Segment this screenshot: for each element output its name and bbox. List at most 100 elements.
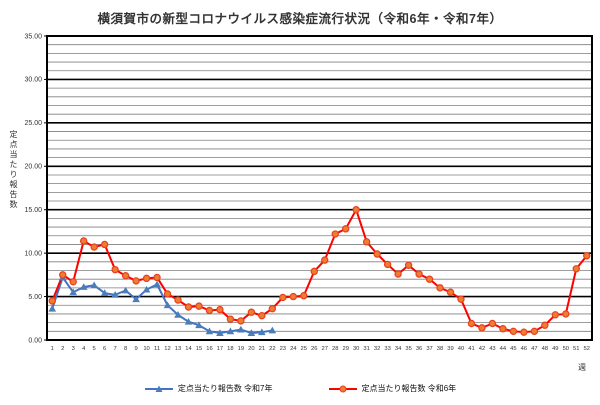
x-tick-label: 42 <box>479 346 485 352</box>
x-tick-label: 51 <box>573 346 579 352</box>
data-point-s1-w40 <box>457 295 465 303</box>
x-tick-label: 15 <box>196 346 202 352</box>
x-tick-label: 11 <box>154 346 160 352</box>
series-line-0 <box>51 276 273 335</box>
data-point-s1-w20 <box>247 308 256 316</box>
data-point-s1-w8 <box>121 272 130 280</box>
data-point-s1-w16 <box>205 306 214 315</box>
data-point-s1-w49 <box>551 311 560 319</box>
y-tick-label: 25.00 <box>24 120 42 127</box>
data-point-s1-w9 <box>132 277 140 285</box>
x-axis-label: 週 <box>578 363 586 372</box>
data-point-s0-w7 <box>111 291 119 298</box>
data-point-s0-w9 <box>132 295 140 303</box>
x-tick-label: 10 <box>143 346 149 352</box>
data-point-s1-w15 <box>195 302 203 310</box>
x-tick-label: 19 <box>238 346 244 352</box>
data-point-s1-w26 <box>310 267 318 276</box>
x-tick-label: 52 <box>584 346 590 352</box>
x-tick-label: 27 <box>322 346 328 352</box>
data-point-s1-w29 <box>342 225 350 233</box>
legend-marker-reiwa6-icon <box>328 385 357 392</box>
x-tick-label: 45 <box>510 346 516 352</box>
data-point-s1-w34 <box>394 270 402 278</box>
x-tick-label: 8 <box>124 346 127 352</box>
data-point-s1-w30 <box>352 206 360 214</box>
x-tick-label: 40 <box>458 346 464 352</box>
x-tick-label: 47 <box>531 346 537 352</box>
x-tick-label: 17 <box>217 346 223 352</box>
data-point-s1-w33 <box>383 260 392 269</box>
data-point-s1-w52 <box>583 252 591 260</box>
y-tick-label: 30.00 <box>24 77 42 84</box>
y-tick-label: 5.00 <box>28 294 42 301</box>
data-point-s0-w4 <box>79 283 88 290</box>
data-point-s0-w5 <box>90 281 98 289</box>
x-tick-label: 14 <box>185 346 192 352</box>
data-point-s1-w4 <box>79 237 88 245</box>
x-tick-label: 4 <box>82 346 86 352</box>
data-point-s1-w7 <box>111 265 119 274</box>
x-tick-label: 21 <box>259 346 265 352</box>
x-tick-label: 9 <box>134 346 137 352</box>
data-point-s0-w15 <box>195 321 203 329</box>
data-point-s0-w1 <box>48 304 57 312</box>
data-point-s1-w43 <box>488 319 497 328</box>
data-point-s1-w27 <box>321 256 329 264</box>
x-tick-label: 49 <box>552 346 558 352</box>
x-tick-label: 50 <box>563 346 569 352</box>
x-tick-label: 13 <box>175 346 181 352</box>
x-tick-label: 39 <box>447 346 453 352</box>
x-tick-label: 18 <box>227 346 233 352</box>
x-tick-label: 6 <box>103 346 106 352</box>
data-point-s0-w16 <box>205 327 214 335</box>
data-point-s1-w12 <box>163 290 172 298</box>
y-tick-label: 0.00 <box>28 337 42 344</box>
data-point-s1-w23 <box>279 293 287 302</box>
data-point-s1-w50 <box>562 310 570 318</box>
data-point-s1-w37 <box>425 275 434 283</box>
plot-border <box>46 35 593 341</box>
data-point-s0-w20 <box>247 329 256 336</box>
data-point-s1-w44 <box>499 325 507 333</box>
data-point-s1-w13 <box>174 296 182 304</box>
data-point-s1-w39 <box>446 288 455 296</box>
data-point-s1-w5 <box>90 243 98 251</box>
data-point-s1-w11 <box>153 273 161 282</box>
data-point-s1-w25 <box>300 292 308 300</box>
data-point-s1-w32 <box>373 250 381 258</box>
x-tick-label: 26 <box>311 346 317 352</box>
data-point-s1-w35 <box>404 261 413 270</box>
y-tick-label: 10.00 <box>24 250 42 257</box>
data-point-s1-w10 <box>142 274 151 283</box>
data-point-s0-w21 <box>258 328 266 336</box>
x-tick-label: 46 <box>521 346 527 352</box>
data-point-s1-w41 <box>467 319 476 328</box>
data-point-s1-w47 <box>530 327 539 336</box>
y-tick-label: 15.00 <box>24 207 42 214</box>
data-point-s0-w12 <box>163 301 172 309</box>
x-tick-label: 36 <box>416 346 422 352</box>
data-point-s1-w31 <box>362 238 371 246</box>
data-point-s1-w51 <box>572 265 580 273</box>
data-point-s0-w22 <box>268 326 277 334</box>
x-tick-label: 41 <box>468 346 474 352</box>
data-point-s1-w6 <box>100 240 109 249</box>
data-point-s1-w2 <box>59 271 67 279</box>
data-point-s1-w22 <box>268 305 277 313</box>
data-point-s1-w21 <box>258 311 266 320</box>
x-tick-label: 29 <box>342 346 348 352</box>
data-point-s1-w1 <box>48 297 56 305</box>
legend-item-reiwa6: 定点当たり報告数 令和6年 <box>328 383 456 394</box>
x-tick-label: 43 <box>489 346 495 352</box>
data-point-s0-w17 <box>216 329 224 336</box>
page-title: 横須賀市の新型コロナウイルス感染症流行状況（令和6年・令和7年） <box>97 12 503 26</box>
data-point-s1-w48 <box>541 321 549 329</box>
x-tick-label: 32 <box>374 346 380 352</box>
legend-item-reiwa7: 定点当たり報告数 令和7年 <box>144 383 273 394</box>
x-tick-label: 38 <box>437 346 443 352</box>
data-point-s0-w13 <box>174 311 182 318</box>
series-line-1 <box>51 208 588 334</box>
x-tick-label: 35 <box>405 346 411 352</box>
